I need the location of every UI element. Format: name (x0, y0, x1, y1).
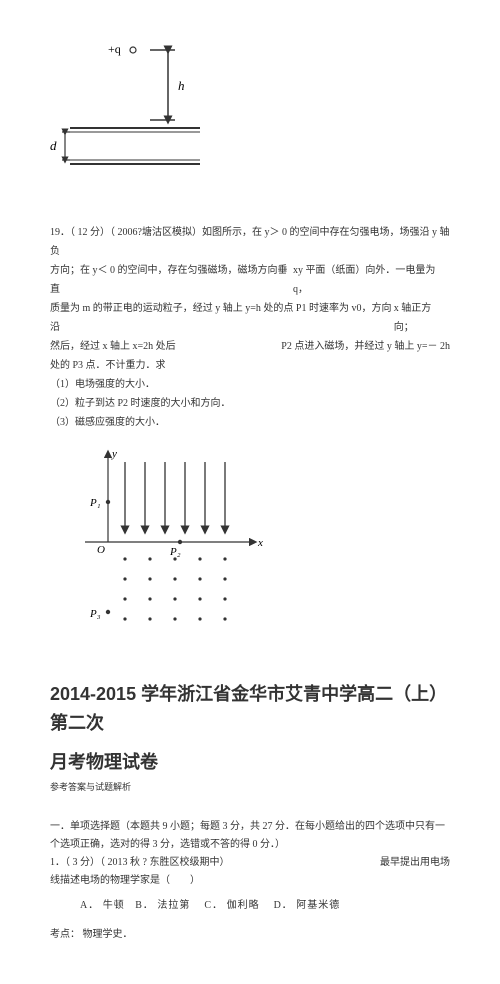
opt-a: A． 牛顿 (80, 900, 125, 911)
p19-l3a: 质量为 m 的带正电的运动粒子，经过 y 轴上 y=h 处的点 P1 时速率为 … (50, 299, 394, 337)
p19-l5: 处的 P3 点．不计重力．求 (50, 356, 450, 375)
exam-point: 考点： 物理学史． (50, 926, 450, 944)
p19-line1: 19．（ 12 分）（ 2006?塘沽区模拟）如图所示，在 y＞ 0 的空间中存… (50, 223, 450, 261)
p19-l2b: xy 平面（纸面）向外．一电量为 q， (293, 261, 450, 299)
q1-left: 1．（ 3 分）（ 2013 秋 ? 东胜区校级期中） (50, 854, 229, 872)
x-axis-label: x (257, 537, 263, 549)
charge-dot (130, 47, 136, 53)
p19-sub2: （2）粒子到达 P2 时速度的大小和方向． (50, 394, 450, 413)
q1-options: A． 牛顿 B． 法拉第 C． 伽利略 D． 阿基米德 (80, 896, 450, 911)
section-1-header: 一．单项选择题（本题共 9 小题；每题 3 分，共 27 分．在每小题给出的四个… (50, 818, 450, 854)
p19-l2a: 方向；在 y＜ 0 的空间中，存在匀强磁场，磁场方向垂直 (50, 261, 293, 299)
q1-line2: 线描述电场的物理学家是（ ） (50, 872, 450, 890)
p19-l3b: x 轴正方向； (394, 299, 450, 337)
y-axis-label: y (111, 448, 117, 460)
origin-label: O (97, 544, 105, 556)
exam-title-1: 2014-2015 学年浙江省金华市艾青中学高二（上）第二次 (50, 680, 450, 738)
problem-19: 19．（ 12 分）（ 2006?塘沽区模拟）如图所示，在 y＞ 0 的空间中存… (50, 223, 450, 432)
p3-label: P₃ (89, 608, 101, 620)
p19-sub3: （3）磁感应强度的大小． (50, 413, 450, 432)
question-1: 1．（ 3 分）（ 2013 秋 ? 东胜区校级期中） 最早提出用电场 (50, 854, 450, 872)
opt-c: C． 伽利略 (204, 900, 259, 911)
diagram-field: y x O P₁ P₂ P₃ (70, 447, 450, 640)
opt-d: D． 阿基米德 (274, 900, 341, 911)
p19-sub1: （1）电场强度的大小． (50, 375, 450, 394)
charge-label: +q (108, 42, 121, 56)
p19-l4b: P2 点进入磁场，并经过 y 轴上 y=－ 2h (281, 337, 450, 356)
opt-b: B． 法拉第 (135, 900, 190, 911)
diagram-capacitor: +q h d (50, 40, 450, 193)
d-label: d (50, 138, 57, 153)
answer-key-label: 参考答案与试题解析 (50, 780, 450, 793)
p19-l4a: 然后，经过 x 轴上 x=2h 处后 (50, 337, 176, 356)
p2-label: P₂ (169, 546, 181, 558)
q1-right: 最早提出用电场 (380, 854, 450, 872)
h-label: h (178, 78, 185, 93)
p1-label: P₁ (89, 497, 101, 509)
exam-title-2: 月考物理试卷 (50, 748, 450, 774)
